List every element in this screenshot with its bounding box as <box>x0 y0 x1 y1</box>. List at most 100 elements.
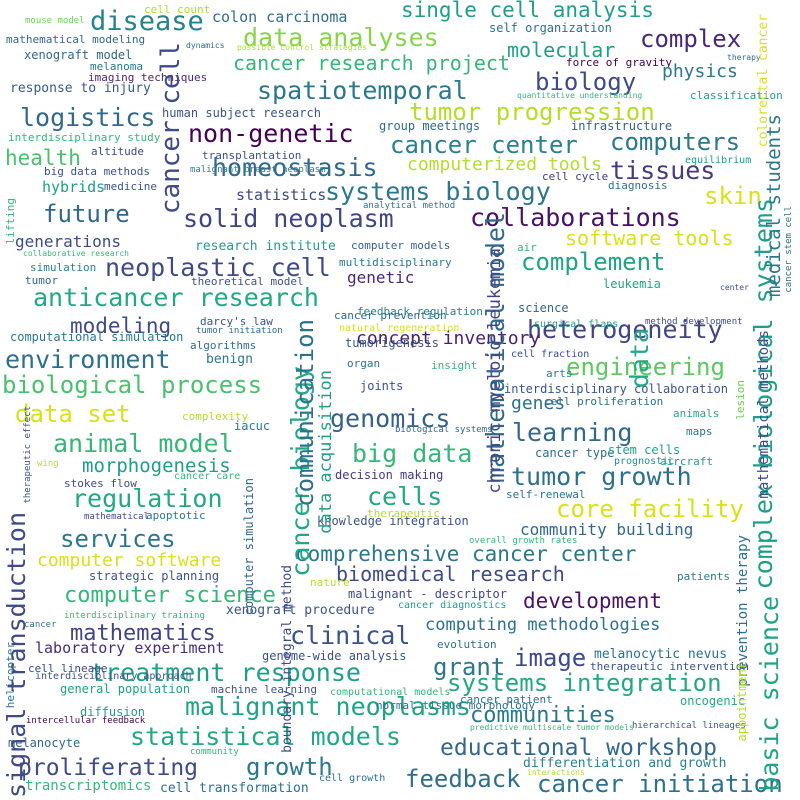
cloud-word: colon carcinoma <box>212 8 348 26</box>
cloud-word: equilibrium <box>685 155 752 166</box>
cloud-word: cancer stem cell <box>784 206 794 293</box>
cloud-word: interactions <box>527 768 585 777</box>
cloud-word: community <box>190 747 239 757</box>
cloud-word: computer science <box>64 583 276 608</box>
cloud-word: possible control strategies <box>237 43 368 52</box>
cloud-word: interdisciplinary training <box>64 611 205 621</box>
cloud-word: big data <box>352 439 473 468</box>
cloud-word: theoretical model <box>191 275 304 288</box>
cloud-word: transplantation <box>202 149 302 162</box>
cloud-word: lifting <box>4 198 17 245</box>
cloud-word: transcriptomics <box>25 778 152 794</box>
cloud-word: spatiotemporal <box>257 76 468 105</box>
cloud-word: machine learning <box>211 683 317 696</box>
cloud-word: darcy's law <box>200 315 273 328</box>
cloud-word: algorithms <box>190 339 257 352</box>
cloud-word: complexity <box>182 410 249 423</box>
cloud-word: biomedical research <box>336 562 565 586</box>
cloud-word: force of gravity <box>566 56 672 69</box>
cloud-word: mathematics <box>70 621 216 646</box>
cloud-word: iacuc <box>234 419 271 433</box>
cloud-word: cell proliferation <box>544 395 664 408</box>
cloud-word: interdisciplinary collaboration <box>504 382 728 396</box>
cloud-word: cell growth <box>319 773 386 784</box>
cloud-word: tumor initiation <box>196 326 283 336</box>
cloud-word: animal model <box>53 429 234 458</box>
cloud-word: homeostasis <box>212 153 378 182</box>
cloud-word: tumor progression <box>409 98 655 126</box>
cloud-word: wing <box>37 459 59 469</box>
cloud-word: systems biology <box>325 177 551 206</box>
cloud-word: big data methods <box>44 165 150 178</box>
cloud-word: science <box>518 301 569 315</box>
cloud-word: data analyses <box>243 23 439 52</box>
cloud-word: data <box>625 328 654 389</box>
cloud-word: nature <box>310 576 350 589</box>
cloud-word: computational models <box>330 687 451 698</box>
cloud-word: interdisciplinary study <box>8 131 161 144</box>
cloud-word: organ <box>347 357 381 370</box>
cloud-word: quantitative understanding <box>517 91 643 100</box>
cloud-word: signal transduction <box>2 512 31 798</box>
cloud-word: cancer center <box>390 131 578 159</box>
cloud-word: computer software <box>37 550 222 571</box>
cloud-word: learning <box>512 418 633 447</box>
cloud-word: natural regeneration <box>339 323 460 334</box>
cloud-word: genomics <box>330 404 451 433</box>
cloud-word: cancer prevention <box>334 309 447 322</box>
cloud-word: aircraft <box>660 455 713 468</box>
cloud-word: development <box>523 589 663 613</box>
cloud-word: interdisciplinary approach <box>35 671 192 682</box>
cloud-word: computing methodologies <box>425 615 661 635</box>
cloud-word: mathematical <box>84 512 150 522</box>
cloud-word: generations <box>15 232 121 251</box>
cloud-word: cell lineage <box>28 662 108 675</box>
cloud-word: image <box>514 644 587 672</box>
cloud-word: computerized tools <box>407 154 603 175</box>
cloud-word: collaborations <box>470 203 681 232</box>
cloud-word: statistical models <box>130 722 401 751</box>
cloud-word: diffusion <box>80 705 146 719</box>
cloud-word: computer models <box>351 239 451 252</box>
cloud-word: complement <box>521 248 666 276</box>
cloud-word: research institute <box>195 239 336 254</box>
cloud-word: stokes flow <box>64 477 137 490</box>
cloud-word: cancer initiation <box>537 770 783 798</box>
cloud-word: strategic planning <box>89 569 220 583</box>
cloud-word: therapeutic <box>367 507 440 520</box>
cloud-word: therapeutic intervention <box>590 660 749 673</box>
cloud-word: chronic myeloid leukemia <box>485 248 505 494</box>
cloud-word: melanoma <box>90 60 143 73</box>
cloud-word: tumor growth <box>511 462 692 491</box>
cloud-word: differentiation and growth <box>523 756 727 771</box>
cloud-word: colorectal cancer <box>756 14 771 148</box>
cloud-word: leukemia <box>603 277 661 291</box>
cloud-word: oncogenic <box>680 694 746 708</box>
cloud-word: simulation <box>30 261 97 274</box>
cloud-word: evolution <box>437 638 497 651</box>
cloud-word: communication <box>291 319 319 507</box>
cloud-word: modeling <box>70 314 172 338</box>
cloud-word: anticancer research <box>33 283 319 312</box>
cloud-word: clinical <box>290 621 411 650</box>
cloud-word: normal tissue morphology <box>376 699 535 712</box>
cloud-word: feedback regulation <box>357 305 483 318</box>
cloud-word: stem cells <box>608 443 681 457</box>
cloud-word: therapeutic effect <box>23 406 33 504</box>
cloud-word: hierarchical lineages <box>632 721 746 731</box>
cloud-word: self-renewal <box>506 488 586 501</box>
cloud-word: diagnosis <box>608 179 668 192</box>
cloud-word: future <box>43 200 130 228</box>
cloud-word: data set <box>15 400 131 428</box>
cloud-word: computational simulation <box>10 330 184 344</box>
cloud-word: multidisciplinary <box>339 256 452 269</box>
cloud-word: molecular <box>507 38 616 62</box>
cloud-word: genetic <box>347 268 415 287</box>
cloud-word: morphogenesis <box>82 455 231 477</box>
cloud-word: health <box>5 146 81 170</box>
cloud-word: self organization <box>489 21 612 35</box>
cloud-word: cell transformation <box>160 781 309 796</box>
cloud-word: collaborative research <box>23 249 129 258</box>
cloud-word: animals <box>673 407 720 420</box>
